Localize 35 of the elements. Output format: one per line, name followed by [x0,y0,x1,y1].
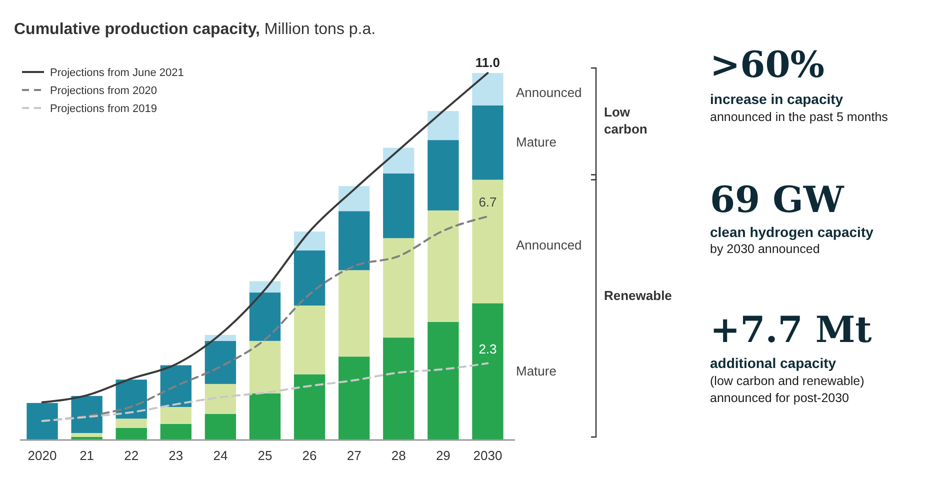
x-tick-label: 27 [346,448,362,463]
series-label: Mature [516,134,556,150]
text: additional capacity [710,355,836,371]
x-tick-label: 25 [258,448,272,463]
text: Renewable [604,288,672,303]
text: clean hydrogen capacity [710,224,874,240]
x-tick-label: 2030 [473,448,502,463]
x-tick-label: 26 [302,448,317,463]
x-tick-label: 2020 [28,448,57,463]
legend-label: Projections from 2020 [50,85,157,97]
text: increase in capacity [710,91,844,107]
x-tick-label: 29 [436,448,450,463]
data-label: 6.7 [478,194,497,210]
series-label: Mature [516,364,556,379]
x-tick-label: 23 [168,448,184,463]
text: >60% [710,44,824,86]
x-tick-label: 22 [124,448,139,463]
chart-title: Cumulative production capacity, [14,21,260,38]
text: (low carbon and renewable) [710,374,864,388]
legend-label: Projections from 2019 [50,103,157,115]
x-tick-label: 21 [80,448,94,463]
x-tick-label: 28 [391,448,406,463]
legend-label: Projections from June 2021 [50,67,184,79]
text: Low carbon [604,104,648,136]
x-tick-label: 24 [213,448,228,463]
text: +7.7 Mt [710,309,872,351]
text: announced for post-2030 [710,391,850,405]
text: by 2030 announced [710,242,820,256]
text: announced in the past 5 months [710,110,888,124]
series-label: Announced [516,237,582,252]
series-label: Announced [516,85,582,100]
data-label: 2.3 [478,341,497,356]
chart-subtitle: Million tons p.a. [260,21,376,38]
total-label: 11.0 [475,55,500,70]
text: 69 GW [710,179,844,221]
